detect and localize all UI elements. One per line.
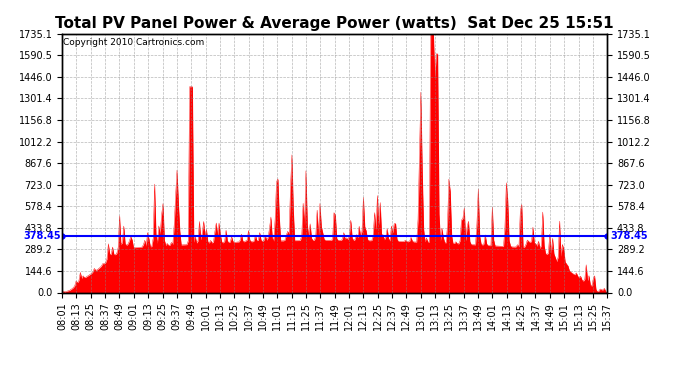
Text: 378.45: 378.45 <box>610 231 647 241</box>
Title: Total PV Panel Power & Average Power (watts)  Sat Dec 25 15:51: Total PV Panel Power & Average Power (wa… <box>55 16 614 31</box>
Text: 378.45: 378.45 <box>23 231 61 241</box>
Text: Copyright 2010 Cartronics.com: Copyright 2010 Cartronics.com <box>63 38 204 46</box>
